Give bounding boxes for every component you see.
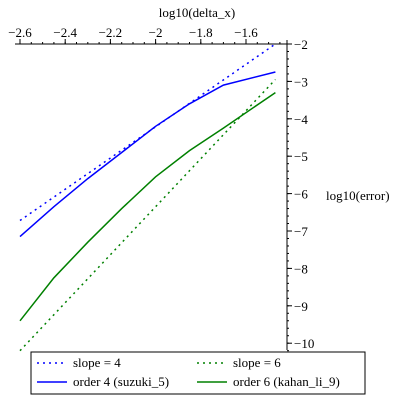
legend-label: order 4 (suzuki_5) (73, 374, 169, 389)
x-tick-label: −1.6 (234, 25, 258, 40)
y-axis: −2 −3 −4 −5 −6 −7 −8 −9 −10 (286, 37, 314, 351)
x-tick-label: −2.6 (8, 25, 32, 40)
legend-label: slope = 4 (73, 355, 121, 370)
x-axis: −2.6 −2.4 −2.2 −2 −1.8 −1.6 (8, 25, 287, 45)
x-tick-label: −2 (149, 25, 163, 40)
y-tick-label: −8 (294, 261, 308, 276)
y-tick-label: −5 (294, 149, 308, 164)
x-tick-label: −2.4 (53, 25, 77, 40)
series-line-1 (19, 43, 276, 222)
legend: slope = 4 slope = 6 order 4 (suzuki_5) orde… (30, 351, 366, 395)
y-tick-label: −10 (294, 336, 314, 351)
x-tick-label: −1.8 (189, 25, 213, 40)
legend-box (30, 351, 366, 395)
y-tick-label: −6 (294, 187, 308, 202)
y-tick-label: −2 (294, 37, 308, 52)
legend-label: order 6 (kahan_li_9) (233, 374, 340, 389)
series-line-4 (19, 91, 276, 322)
x-tick-label: −2.2 (99, 25, 123, 40)
y-axis-label: log10(error) (326, 188, 390, 203)
y-tick-label: −9 (294, 299, 308, 314)
series-line-3 (19, 71, 276, 238)
series-layer (19, 43, 276, 352)
x-axis-label: log10(delta_x) (159, 5, 236, 20)
legend-label: slope = 6 (233, 355, 281, 370)
series-line-2 (19, 78, 276, 352)
y-tick-label: −7 (294, 224, 308, 239)
y-tick-label: −3 (294, 74, 308, 89)
y-tick-label: −4 (294, 112, 308, 127)
